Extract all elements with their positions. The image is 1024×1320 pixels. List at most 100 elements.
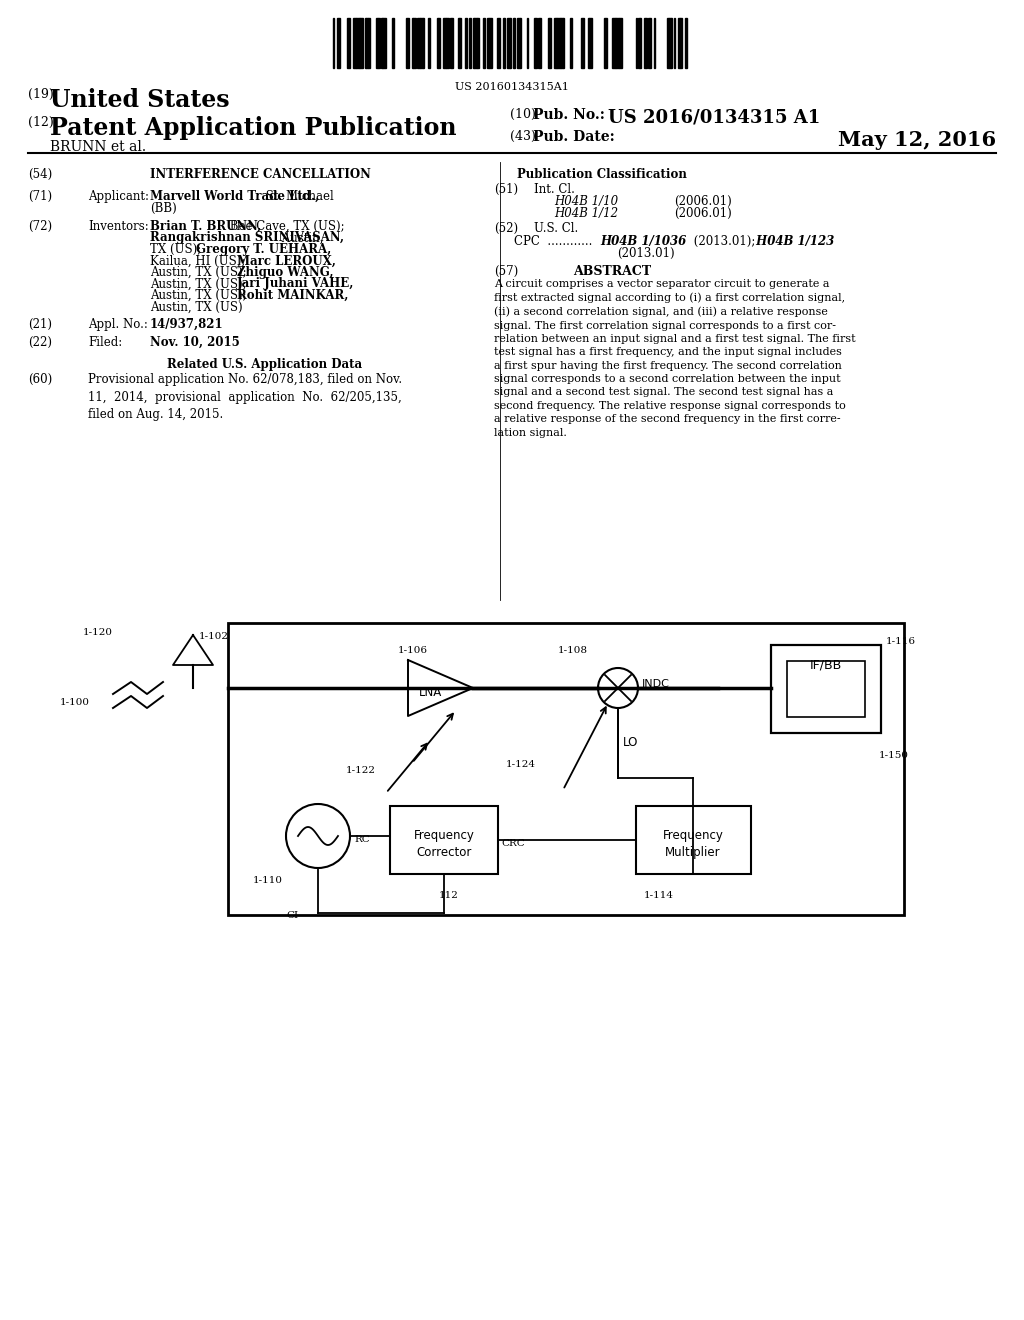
Text: RC: RC [354, 836, 370, 845]
Text: 1-100: 1-100 [60, 698, 90, 708]
Bar [465, 18, 467, 69]
Bar [669, 18, 671, 69]
Text: H04B 1/123: H04B 1/123 [752, 235, 835, 248]
Text: (60): (60) [28, 374, 52, 385]
Text: Appl. No.:: Appl. No.: [88, 318, 147, 331]
Bar [376, 18, 378, 69]
Bar [787, 661, 865, 717]
Text: Gregory T. UEHARA,: Gregory T. UEHARA, [196, 243, 331, 256]
Bar [383, 18, 386, 69]
Text: (72): (72) [28, 220, 52, 234]
Text: St. Michael: St. Michael [262, 190, 334, 203]
Text: Nov. 10, 2015: Nov. 10, 2015 [150, 337, 240, 348]
Bar [390, 807, 498, 874]
Bar [604, 18, 607, 69]
Bar [557, 18, 560, 69]
Text: BRUNN et al.: BRUNN et al. [50, 140, 146, 154]
Text: Austin, TX (US);: Austin, TX (US); [150, 289, 251, 302]
Text: 112: 112 [439, 891, 459, 900]
Bar [489, 18, 492, 69]
Text: A circuit comprises a vector separator circuit to generate a
first extracted sig: A circuit comprises a vector separator c… [494, 279, 856, 437]
Text: US 2016/0134315 A1: US 2016/0134315 A1 [608, 108, 820, 125]
Text: Pub. No.:: Pub. No.: [534, 108, 605, 121]
Text: Austin, TX (US);: Austin, TX (US); [150, 267, 251, 279]
Bar [438, 18, 440, 69]
Text: LO: LO [623, 737, 638, 750]
Bar [497, 18, 500, 69]
Text: Publication Classification: Publication Classification [517, 168, 687, 181]
Text: 1-150: 1-150 [879, 751, 909, 760]
Bar [638, 18, 640, 69]
Text: (2006.01): (2006.01) [674, 195, 732, 209]
Text: (BB): (BB) [150, 202, 177, 215]
Bar [360, 18, 362, 69]
Text: Applicant:: Applicant: [88, 190, 150, 203]
Bar [618, 18, 622, 69]
Bar [570, 18, 572, 69]
Text: (52): (52) [494, 222, 518, 235]
Bar [353, 18, 356, 69]
Bar [517, 18, 520, 69]
Bar [487, 18, 489, 69]
Text: Inventors:: Inventors: [88, 220, 148, 234]
Text: 1-110: 1-110 [253, 876, 283, 884]
Bar [428, 18, 430, 69]
Text: Frequency
Corrector: Frequency Corrector [414, 829, 474, 859]
Bar [483, 18, 485, 69]
Bar [644, 18, 647, 69]
Bar [680, 18, 682, 69]
Text: (43): (43) [510, 129, 536, 143]
Text: Provisional application No. 62/078,183, filed on Nov.
11,  2014,  provisional  a: Provisional application No. 62/078,183, … [88, 374, 402, 421]
Bar [406, 18, 409, 69]
Text: IF/BB: IF/BB [810, 659, 842, 672]
Bar [459, 18, 461, 69]
Text: United States: United States [50, 88, 229, 112]
Text: LNA: LNA [419, 685, 441, 698]
Text: H04B 1/10: H04B 1/10 [554, 195, 618, 209]
Text: Filed:: Filed: [88, 337, 122, 348]
Text: (10): (10) [510, 108, 536, 121]
Bar [534, 18, 537, 69]
Text: 1-124: 1-124 [506, 760, 536, 770]
Bar [356, 18, 359, 69]
Text: Kailua, HI (US);: Kailua, HI (US); [150, 255, 249, 268]
Text: CPC  ............: CPC ............ [514, 235, 592, 248]
Bar [446, 18, 449, 69]
Bar [420, 18, 423, 69]
Text: Zhiguo WANG,: Zhiguo WANG, [237, 267, 333, 279]
Bar [667, 18, 669, 69]
Text: (21): (21) [28, 318, 52, 331]
Bar [337, 18, 340, 69]
Bar [771, 645, 881, 733]
Text: H04B 1/12: H04B 1/12 [554, 207, 618, 220]
Bar [474, 18, 477, 69]
Text: (22): (22) [28, 337, 52, 348]
Text: US 20160134315A1: US 20160134315A1 [455, 82, 569, 92]
Text: H04B 1/1036: H04B 1/1036 [600, 235, 686, 248]
Text: Rangakrishnan SRINIVASAN,: Rangakrishnan SRINIVASAN, [150, 231, 344, 244]
Bar [581, 18, 584, 69]
Bar [648, 18, 651, 69]
Bar [347, 18, 350, 69]
Text: Austin, TX (US);: Austin, TX (US); [150, 277, 251, 290]
Text: Austin, TX (US): Austin, TX (US) [150, 301, 243, 314]
Text: Austin,: Austin, [278, 231, 323, 244]
Text: 1-116: 1-116 [886, 638, 916, 645]
Text: (54): (54) [28, 168, 52, 181]
Text: CRC: CRC [501, 838, 524, 847]
Bar [507, 18, 510, 69]
Text: Marc LEROUX,: Marc LEROUX, [237, 255, 336, 268]
Bar [549, 18, 551, 69]
Text: CI: CI [286, 911, 298, 920]
Text: Patent Application Publication: Patent Application Publication [50, 116, 457, 140]
Text: INTERFERENCE CANCELLATION: INTERFERENCE CANCELLATION [150, 168, 371, 181]
Text: (2013.01);: (2013.01); [690, 235, 756, 248]
Text: Frequency
Multiplier: Frequency Multiplier [663, 829, 723, 859]
Bar [612, 18, 615, 69]
Text: ABSTRACT: ABSTRACT [573, 265, 651, 279]
Bar [538, 18, 541, 69]
Bar [685, 18, 687, 69]
Text: (2006.01): (2006.01) [674, 207, 732, 220]
Text: Brian T. BRUNN,: Brian T. BRUNN, [150, 220, 261, 234]
Text: U.S. Cl.: U.S. Cl. [534, 222, 579, 235]
